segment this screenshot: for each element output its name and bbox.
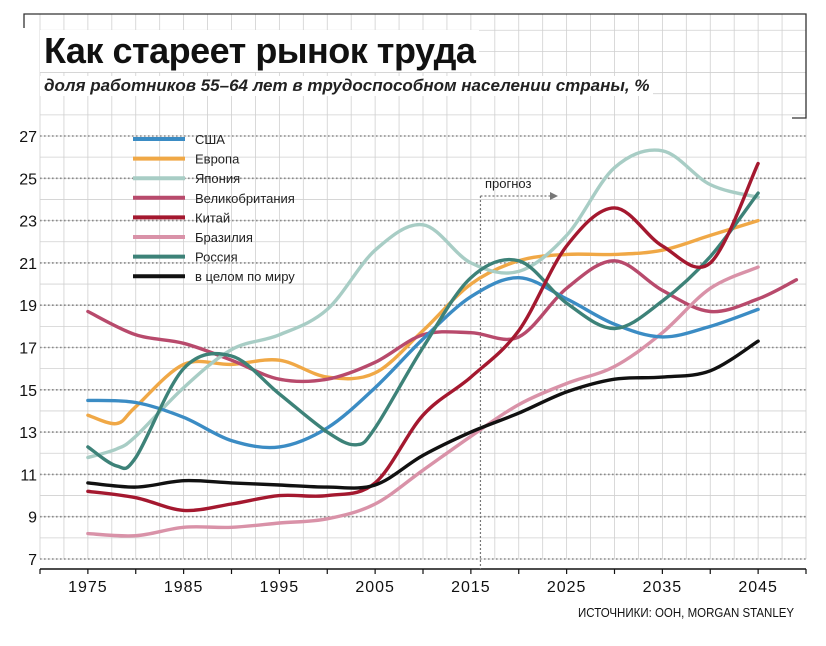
series-line-0 xyxy=(86,275,760,450)
y-tick-label: 23 xyxy=(19,214,37,231)
title-frame-line xyxy=(23,13,807,119)
series-lines xyxy=(86,148,799,538)
x-tick-label: 1995 xyxy=(260,579,300,596)
x-tick-label: 2025 xyxy=(547,579,587,596)
legend: США Европа Япония Великобритания Китай Бразил… xyxy=(133,132,295,284)
chart-subtitle: доля работников 55–64 лет в трудоспособн… xyxy=(40,76,654,96)
forecast-label: прогноз xyxy=(485,176,532,191)
x-tick-label: 2045 xyxy=(738,579,778,596)
y-tick-label: 25 xyxy=(19,171,37,188)
x-tick-label: 2035 xyxy=(643,579,683,596)
y-tick-label: 17 xyxy=(19,341,37,358)
y-tick-label: 13 xyxy=(19,425,37,442)
source-note: ИСТОЧНИКИ: OOH, MORGAN STANLEY xyxy=(578,606,795,620)
y-tick-label: 9 xyxy=(28,510,37,527)
y-tick-label: 7 xyxy=(28,552,37,569)
x-tick-label: 1975 xyxy=(68,579,108,596)
x-tick-label: 2005 xyxy=(355,579,395,596)
y-tick-label: 15 xyxy=(19,383,37,400)
forecast-arrow-head xyxy=(550,192,558,200)
y-tick-label: 11 xyxy=(20,467,37,484)
legend-label: Япония xyxy=(195,171,240,186)
legend-label: Китай xyxy=(195,210,230,225)
legend-label: в целом по миру xyxy=(195,269,295,284)
legend-label: Россия xyxy=(195,250,238,265)
series-line-3 xyxy=(86,259,799,384)
legend-label: Европа xyxy=(195,152,240,167)
series-line-4 xyxy=(86,161,760,513)
x-tick-label: 1985 xyxy=(164,579,204,596)
axes: 7 9 11 13 15 17 19 21 23 25 27 1975 1985 1995 2005 2015… xyxy=(19,129,807,596)
minor-grid xyxy=(39,13,807,560)
series-line-5 xyxy=(86,265,760,538)
series-line-1 xyxy=(86,218,760,426)
y-tick-label: 19 xyxy=(19,298,37,315)
series-line-6 xyxy=(86,191,760,471)
y-tick-label: 21 xyxy=(19,256,37,273)
chart-title: Как стареет рынок труда xyxy=(40,30,480,72)
x-tick-label: 2015 xyxy=(451,579,491,596)
series-line-7 xyxy=(86,339,760,490)
title-frame xyxy=(23,13,807,119)
legend-label: США xyxy=(195,132,225,147)
legend-label: Бразилия xyxy=(195,230,253,245)
legend-label: Великобритания xyxy=(195,191,295,206)
y-tick-label: 27 xyxy=(19,129,37,146)
forecast-marker: прогноз xyxy=(479,176,558,569)
